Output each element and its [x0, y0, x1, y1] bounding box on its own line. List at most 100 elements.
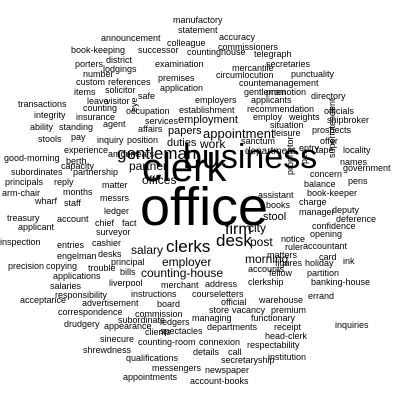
word-proprietor: proprietor — [285, 136, 295, 175]
word-mercantile: mercantile — [232, 63, 274, 73]
word-appointment: appointment — [203, 126, 275, 141]
word-counting-room: counting-room — [138, 337, 196, 347]
word-official: official — [221, 297, 247, 307]
word-gentleman: gentleman — [117, 144, 197, 163]
word-drudgery: drudgery — [64, 319, 100, 329]
word-government: government — [343, 163, 391, 173]
word-clerk: clerk — [142, 146, 227, 190]
word-liverpool: liverpool — [109, 278, 143, 288]
word-ink: ink — [343, 256, 355, 266]
word-figures: figures — [275, 258, 303, 268]
word-weights: weights — [289, 112, 320, 122]
word-transactions: transactions — [18, 99, 67, 109]
word-gentlemen: gentlemen — [244, 87, 287, 97]
word-premises: premises — [158, 73, 195, 83]
word-ledgers: ledgers — [160, 317, 190, 327]
word-connexion: connexion — [199, 337, 241, 347]
word-desks: desks — [98, 249, 122, 259]
word-treasury: treasury — [7, 213, 40, 223]
word-deference: deference — [336, 214, 377, 224]
word-statement: statement — [178, 25, 218, 35]
word-promotion: promotion — [266, 87, 307, 97]
word-countinghouse: countinghouse — [187, 47, 246, 57]
word-morning: morning — [245, 252, 289, 266]
word-store: store — [209, 305, 230, 315]
word-surveyor: surveyor — [96, 227, 131, 237]
word-fact: fact — [122, 218, 137, 228]
word-deputy: deputy — [332, 205, 360, 215]
word-partition: partition — [307, 268, 340, 278]
word-inspection: inspection — [0, 237, 41, 247]
word-management: management — [266, 78, 319, 88]
word-months: months — [63, 187, 93, 197]
word-successor: successor — [138, 45, 179, 55]
word-firm: firm — [225, 221, 252, 238]
word-vacancy: vacancy — [232, 305, 266, 315]
word-stool: stool — [263, 211, 287, 223]
word-responsibility: responsibility — [55, 290, 108, 300]
word-references: references — [108, 77, 151, 87]
word-integrity: integrity — [34, 110, 66, 120]
word-secretaryship: secretaryship — [221, 355, 275, 365]
word-good-morning: good-morning — [4, 153, 60, 163]
word-eye: eye — [129, 97, 139, 112]
word-acceptance: acceptance — [20, 295, 67, 305]
word-clerkship: clerkship — [248, 277, 284, 287]
word-business: business — [183, 138, 318, 176]
word-subordinates: subordinates — [11, 167, 63, 177]
word-wharf: wharf — [35, 196, 58, 206]
word-pen: pen — [299, 148, 309, 164]
word-account: account — [57, 214, 89, 224]
word-ability: ability — [30, 122, 54, 132]
word-officials: officials — [324, 106, 354, 116]
word-commission: commission — [135, 309, 183, 319]
word-board: board — [157, 299, 181, 309]
word-department: department — [245, 146, 296, 157]
word-punctuality: punctuality — [291, 69, 335, 79]
word-manager: manager — [299, 207, 335, 217]
word-application: application — [160, 83, 204, 93]
word-manufactory: manufactory — [173, 15, 223, 25]
word-standing: standing — [59, 122, 94, 132]
word-circumlocution: circumlocution — [216, 70, 274, 80]
word-office: office — [140, 177, 269, 237]
word-employers: employers — [195, 95, 237, 105]
word-offer: offer — [320, 136, 338, 146]
word-affairs: affairs — [138, 124, 163, 134]
word-engelman: engelman — [57, 251, 97, 261]
word-salaries: salaries — [50, 281, 82, 291]
word-counting-house: counting-house — [141, 266, 224, 280]
word-pens: pens — [348, 176, 368, 186]
word-desk: desk — [216, 231, 252, 250]
word-situation: situation — [270, 120, 304, 130]
word-clerks: clerks — [166, 237, 211, 256]
word-warehouse: warehouse — [259, 295, 304, 305]
word-custom: custom — [76, 77, 106, 87]
word-newspaper: newspaper — [205, 365, 250, 375]
word-entries: entries — [57, 240, 85, 250]
word-address: address — [205, 279, 238, 289]
word-colleague: colleague — [167, 38, 206, 48]
word-banking-house: banking-house — [311, 277, 371, 287]
word-ledger: ledger — [104, 206, 130, 216]
word-institution: institution — [268, 352, 307, 362]
word-city: city — [248, 221, 266, 235]
word-applicant: applicant — [18, 222, 55, 232]
word-letters: letters — [219, 289, 244, 299]
word-messengers: messengers — [152, 363, 202, 373]
word-books: books — [266, 200, 291, 210]
word-accounts: accounts — [248, 264, 285, 274]
word-functionary: functionary — [251, 313, 296, 323]
word-course: course — [192, 289, 220, 299]
word-position: position — [127, 135, 159, 145]
word-confidence: confidence — [312, 221, 356, 231]
word-services: services — [145, 116, 179, 126]
word-commissioners: commissioners — [218, 42, 279, 52]
word-counter: counter — [239, 78, 270, 88]
word-employment: employment — [178, 114, 238, 126]
word-advertisement: advertisement — [82, 298, 139, 308]
word-balance: balance — [304, 179, 336, 189]
word-years: years — [132, 149, 155, 159]
word-subordinate: subordinate — [118, 315, 166, 325]
word-details: details — [193, 347, 220, 357]
